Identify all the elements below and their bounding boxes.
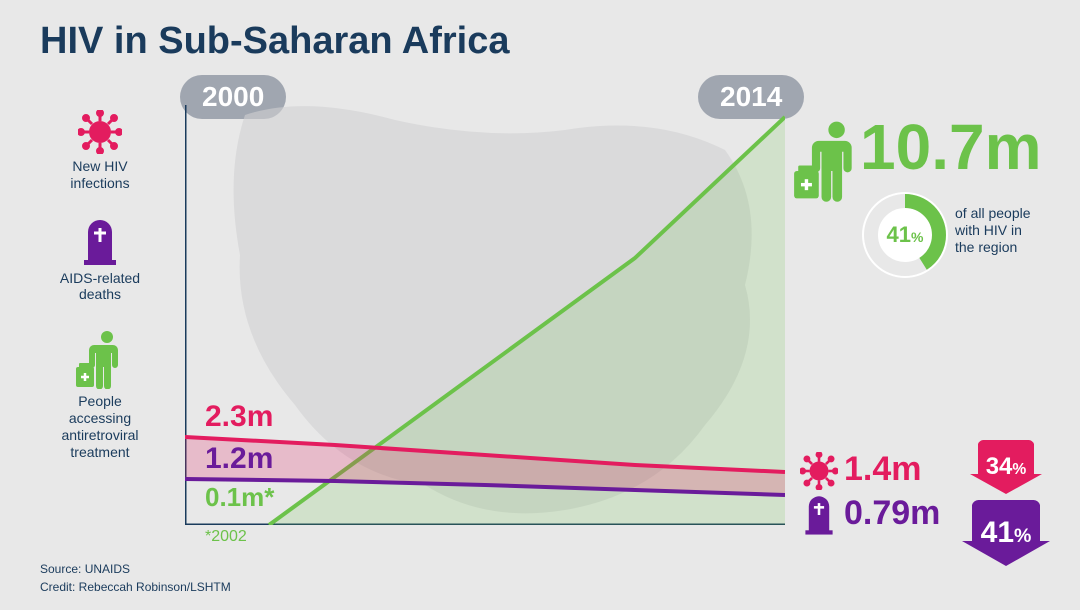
tombstone-icon (80, 218, 120, 266)
source-line2: Credit: Rebeccah Robinson/LSHTM (40, 578, 231, 596)
person-medicine-icon (73, 329, 127, 389)
legend-item-treatment: Peopleaccessingantiretroviraltreatment (40, 329, 160, 460)
end-value-infections: 1.4m (844, 450, 922, 489)
virus-icon-end (800, 452, 838, 490)
virus-icon (78, 110, 122, 154)
legend-label-treatment: Peopleaccessingantiretroviraltreatment (61, 393, 138, 460)
start-value-treatment: 0.1m* (205, 482, 274, 513)
person-medicine-icon-large (790, 115, 864, 205)
end-value-treatment: 10.7m (860, 110, 1041, 184)
legend-item-infections: New HIVinfections (40, 110, 160, 192)
arrow-down-deaths: 41% (962, 500, 1050, 566)
legend-item-deaths: AIDS-relateddeaths (40, 218, 160, 304)
legend-label-deaths: AIDS-relateddeaths (60, 270, 140, 304)
legend-label-infections: New HIVinfections (70, 158, 129, 192)
donut-value: 41% (887, 222, 924, 248)
legend: New HIVinfections AIDS-relateddeaths Peo… (40, 110, 160, 460)
end-value-deaths: 0.79m (844, 494, 940, 533)
page-title: HIV in Sub-Saharan Africa (40, 20, 509, 63)
footnote-year: *2002 (205, 528, 247, 546)
donut-chart: 41% (862, 192, 948, 278)
arrow-down-infections: 34% (970, 440, 1042, 494)
source-credit: Source: UNAIDS Credit: Rebeccah Robinson… (40, 560, 231, 596)
start-value-infections: 2.3m (205, 400, 273, 434)
start-value-deaths: 1.2m (205, 442, 273, 476)
tombstone-icon-end (802, 494, 836, 536)
chart (185, 105, 785, 525)
donut-caption: of all peoplewith HIV inthe region (955, 205, 1065, 255)
source-line1: Source: UNAIDS (40, 560, 231, 578)
